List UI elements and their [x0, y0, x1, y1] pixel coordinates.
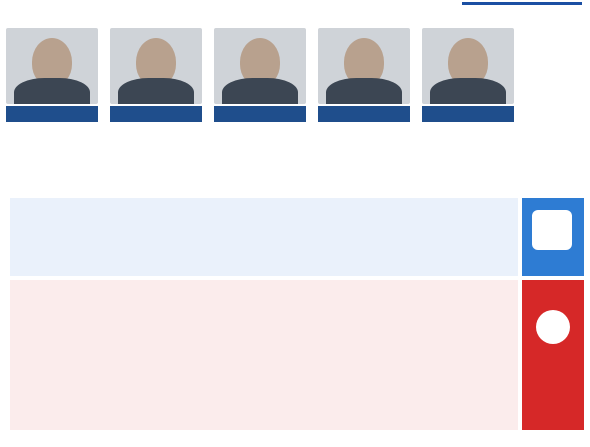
fund-name: [318, 106, 410, 122]
fund-portrait: [6, 28, 98, 104]
fund-fees: [422, 186, 514, 200]
fund-managers: [422, 156, 514, 178]
portrait-body: [326, 78, 402, 104]
fund-name: [422, 106, 514, 122]
fund-partners: [318, 124, 410, 154]
portrait-body: [14, 78, 90, 104]
fund-fees: [6, 186, 98, 200]
fund-column: [418, 28, 518, 433]
fund-column: [314, 28, 414, 433]
fund-name: [110, 106, 202, 122]
fund-managers: [318, 156, 410, 178]
fund-column: [106, 28, 206, 433]
fund-managers: [110, 156, 202, 178]
fund-managers: [6, 156, 98, 178]
fund-partners: [422, 124, 514, 154]
strengths-side: [522, 198, 584, 276]
portrait-body: [222, 78, 298, 104]
bomb-icon: [536, 310, 570, 344]
fund-portrait: [110, 28, 202, 104]
strengths-band: [10, 198, 518, 276]
portrait-body: [430, 78, 506, 104]
risks-side: [522, 280, 584, 430]
fund-columns: [6, 28, 518, 433]
fund-fees: [318, 186, 410, 200]
fund-managers: [214, 156, 306, 178]
thumbs-up-icon: [532, 210, 572, 250]
fund-portrait: [214, 28, 306, 104]
fund-portrait: [422, 28, 514, 104]
fund-fees: [214, 186, 306, 200]
fund-partners: [6, 124, 98, 154]
fund-partners: [110, 124, 202, 154]
fund-column: [210, 28, 310, 433]
fund-column: [2, 28, 102, 433]
risks-band: [10, 280, 518, 430]
fund-fees: [110, 186, 202, 200]
fund-name: [6, 106, 98, 122]
title-accent: [462, 2, 582, 5]
fund-portrait: [318, 28, 410, 104]
portrait-body: [118, 78, 194, 104]
fund-name: [214, 106, 306, 122]
fund-partners: [214, 124, 306, 154]
